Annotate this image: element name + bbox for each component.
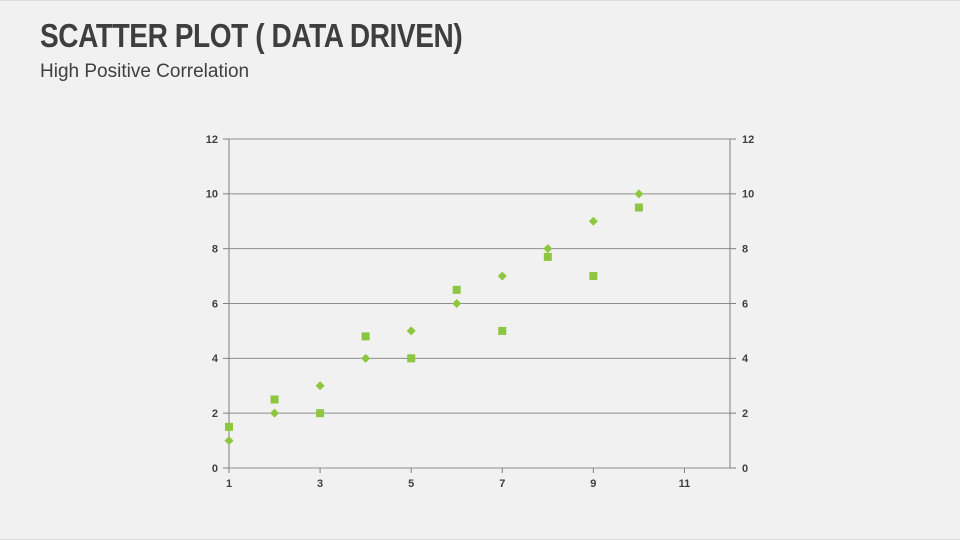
square-series-point bbox=[270, 395, 279, 404]
y-axis-label-right: 6 bbox=[742, 298, 748, 310]
square-series-point bbox=[498, 326, 507, 335]
scatter-plot-svg: 0 0 2 2 4 4 6 6 8 8 10 10 12 12 1 3 5 7 9 11 bbox=[206, 134, 755, 490]
slide-title: SCATTER PLOT ( DATA DRIVEN) bbox=[40, 17, 463, 54]
square-series-point bbox=[589, 272, 598, 281]
y-axis-label-left: 10 bbox=[206, 189, 218, 201]
square-series-point bbox=[452, 285, 461, 294]
x-axis-label: 7 bbox=[499, 478, 505, 490]
x-axis-label: 3 bbox=[317, 478, 323, 490]
y-axis-label-right: 4 bbox=[742, 353, 749, 365]
y-axis-label-right: 8 bbox=[742, 244, 748, 256]
x-axis-label: 1 bbox=[226, 478, 232, 490]
slide-subtitle: High Positive Correlation bbox=[40, 61, 250, 82]
square-series-point bbox=[407, 354, 416, 363]
y-axis-label-left: 8 bbox=[212, 244, 218, 256]
diamond-series-point bbox=[270, 408, 280, 418]
y-axis-label-left: 0 bbox=[212, 463, 218, 475]
y-axis-label-left: 4 bbox=[212, 353, 219, 365]
square-series-point bbox=[361, 332, 370, 341]
diamond-series-point bbox=[406, 326, 416, 336]
y-axis-label-right: 12 bbox=[742, 134, 754, 146]
square-series-point bbox=[225, 422, 233, 431]
y-axis-label-right: 10 bbox=[742, 189, 754, 201]
diamond-series-point bbox=[543, 244, 553, 254]
x-axis-label: 11 bbox=[679, 478, 691, 490]
slide-top-border bbox=[0, 0, 960, 1]
y-axis-label-right: 2 bbox=[742, 408, 748, 420]
diamond-series-point bbox=[361, 353, 371, 363]
y-axis-label-left: 2 bbox=[212, 408, 218, 420]
scatter-chart: 0 0 2 2 4 4 6 6 8 8 10 10 12 12 1 3 5 7 9 11 bbox=[170, 118, 810, 518]
x-axis-label: 9 bbox=[590, 478, 596, 490]
square-series-point bbox=[543, 252, 552, 261]
diamond-series-point bbox=[588, 216, 598, 226]
diamond-series-point bbox=[497, 271, 507, 281]
square-series-point bbox=[634, 203, 643, 212]
y-axis-label-left: 6 bbox=[212, 298, 218, 310]
square-series-point bbox=[316, 409, 325, 418]
diamond-series-point bbox=[315, 381, 325, 391]
x-axis-label: 5 bbox=[408, 478, 414, 490]
y-axis-label-left: 12 bbox=[206, 134, 218, 146]
y-axis-label-right: 0 bbox=[742, 463, 748, 475]
diamond-series-point bbox=[224, 436, 234, 446]
diamond-series-point bbox=[452, 299, 462, 308]
diamond-series-point bbox=[634, 189, 644, 199]
